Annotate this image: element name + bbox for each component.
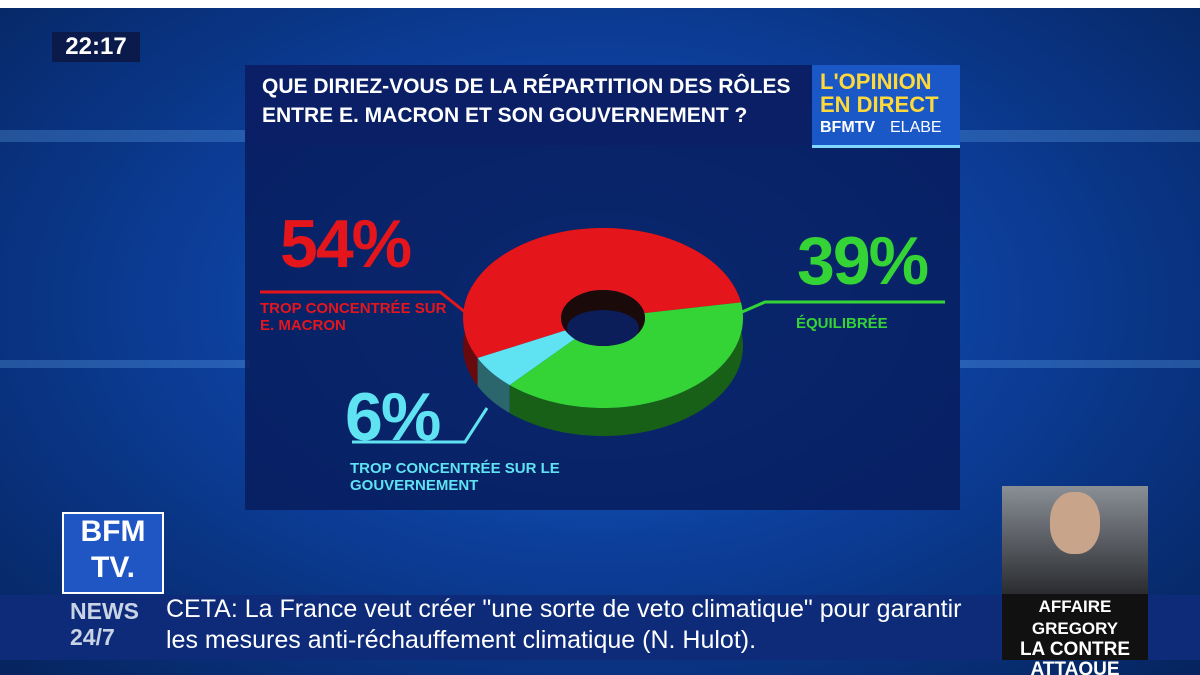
badge-line2: EN DIRECT [820,92,939,117]
ticker-bar [0,595,1200,660]
badge-brand: BFMTV [820,119,876,136]
logo-line1: BFM [80,515,146,548]
chart-title: QUE DIRIEZ-VOUS DE LA RÉPARTITION DES RÔ… [262,75,791,127]
inset-caption: AFFAIRE GREGORY LA CONTRE ATTAQUE [1002,594,1148,675]
decor [0,0,1200,8]
leader-line [260,290,466,314]
slice [477,330,575,386]
slice-side [477,358,510,414]
badge-line1: L'OPINION [820,69,932,94]
data-label: 54% [280,206,412,282]
decor [960,360,1200,368]
face [1050,492,1100,554]
data-label: 39% [797,223,929,299]
logo-line2: TV. [91,551,135,584]
channel-logo: BFM TV. [62,512,164,594]
ticker-text: CETA: La France veut créer "une sorte de… [166,595,962,654]
inset-line2: LA CONTRE ATTAQUE [1019,639,1131,675]
inset-image [1002,486,1148,594]
leader-line [352,407,489,444]
clock: 22:17 [52,32,140,62]
opinion-badge: L'OPINION EN DIRECT BFMTV ELABE [812,65,960,148]
data-label: 6% [345,379,441,455]
decor [0,360,250,368]
donut-hole-floor [567,310,639,346]
news-label: NEWS 24/7 [70,598,139,650]
category-label: TROP CONCENTRÉE SUR LE GOUVERNEMENT [350,460,560,494]
decor [0,130,250,142]
slice-side [509,302,743,436]
leader-line [741,300,945,314]
news-line2: 24/7 [70,624,115,650]
badge-partner: ELABE [890,119,942,136]
slice [463,228,741,358]
slice [509,302,743,408]
category-label: ÉQUILIBRÉE [796,315,888,332]
decor [960,130,1200,142]
title-bar [245,65,810,145]
category-label: TROP CONCENTRÉE SUR E. MACRON [260,300,447,334]
news-line1: NEWS [70,598,139,624]
inset-line1: AFFAIRE GREGORY [1031,597,1119,638]
